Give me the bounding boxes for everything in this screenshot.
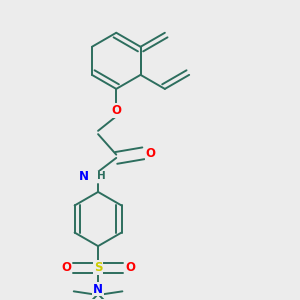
Text: O: O (111, 104, 121, 117)
Text: H: H (97, 171, 106, 181)
Text: S: S (94, 261, 102, 274)
Text: O: O (146, 147, 156, 160)
Text: O: O (125, 261, 135, 274)
Text: O: O (61, 261, 71, 274)
Text: N: N (79, 169, 89, 183)
Text: N: N (93, 283, 103, 296)
